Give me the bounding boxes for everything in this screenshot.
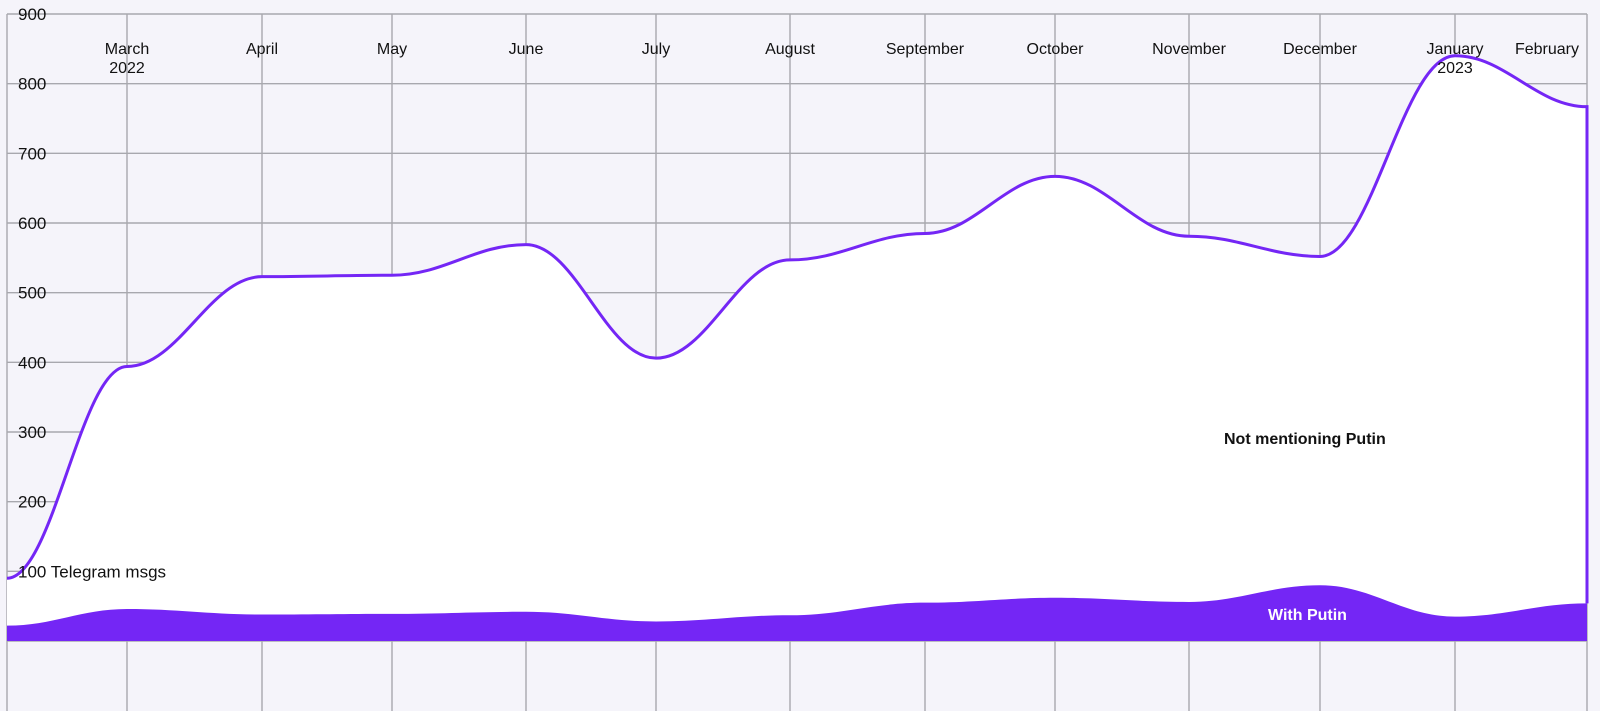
- series-label-not-mentioning-putin: Not mentioning Putin: [1224, 431, 1386, 448]
- year-label-0: 2022: [109, 60, 145, 77]
- month-label-1: April: [246, 41, 278, 58]
- month-label-6: September: [886, 41, 965, 58]
- y-tick-label-6: 300: [18, 423, 46, 442]
- month-label-7: October: [1027, 41, 1085, 58]
- total-line: [6, 54, 1589, 604]
- month-labels: March 2022 April May June July August September…: [105, 41, 1579, 77]
- month-label-3: June: [509, 41, 544, 58]
- month-label-4: July: [642, 41, 670, 58]
- series-labels: Not mentioning Putin With Putin: [1224, 431, 1386, 624]
- y-axis-ticks: 900 800 700 600 500 400 300 200 100 Telegram msg…: [18, 5, 166, 581]
- month-label-11: February: [1515, 41, 1579, 58]
- series-label-with-putin: With Putin: [1268, 607, 1347, 624]
- y-tick-label-8: 100 Telegram msgs: [18, 562, 166, 581]
- month-label-2: May: [377, 41, 407, 58]
- area-not-mentioning-putin: [7, 55, 1587, 642]
- y-tick-label-5: 400: [18, 353, 46, 372]
- y-tick-label-0: 900: [18, 5, 46, 24]
- y-tick-label-7: 200: [18, 493, 46, 512]
- y-tick-label-2: 700: [18, 144, 46, 163]
- month-label-0: March: [105, 41, 149, 58]
- month-label-5: August: [765, 41, 815, 58]
- year-label-10: 2023: [1437, 60, 1473, 77]
- y-tick-label-3: 600: [18, 214, 46, 233]
- month-label-9: December: [1283, 41, 1357, 58]
- month-label-10: January: [1427, 41, 1484, 58]
- area-layers: [6, 54, 1589, 642]
- area-with-putin: [7, 585, 1587, 641]
- y-tick-label-1: 800: [18, 75, 46, 94]
- y-tick-label-4: 500: [18, 284, 46, 303]
- month-label-8: November: [1152, 41, 1226, 58]
